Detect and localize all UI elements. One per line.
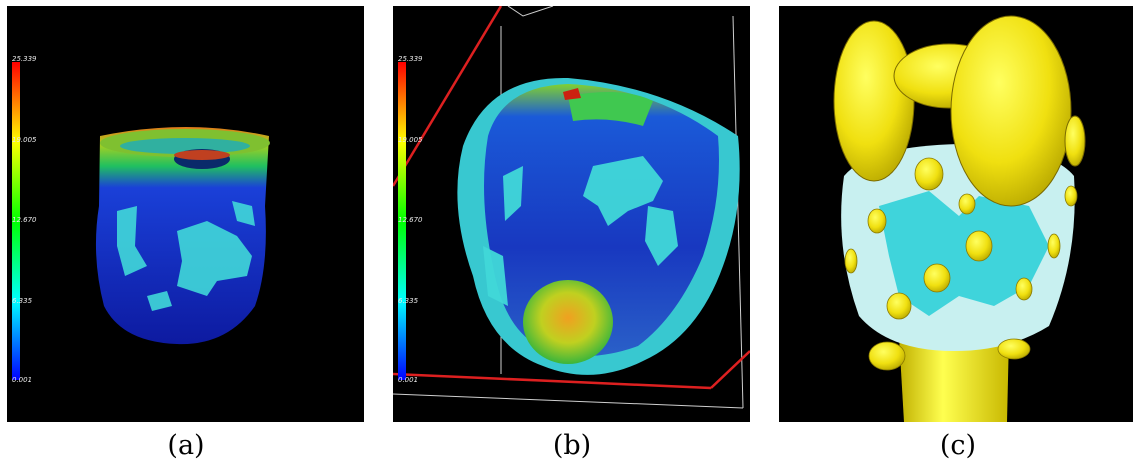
heart-apex — [523, 280, 613, 364]
caption-c: (c) — [939, 430, 977, 461]
panel-b-scene — [393, 6, 750, 409]
panel-a-scene — [12, 62, 270, 380]
colorbar — [12, 62, 20, 380]
caption-a: (a) — [167, 430, 205, 461]
bbox-edge-red — [393, 6, 503, 187]
colorbar — [398, 62, 406, 380]
glyph-cylinder — [899, 336, 1009, 422]
colorbar-tick-2: 19.005 — [398, 136, 423, 144]
panel-c-render — [779, 6, 1133, 422]
colorbar-tick-min: 0.001 — [12, 376, 33, 384]
glyph-ellipsoid — [833, 20, 915, 182]
colorbar-tick-min: 0.001 — [398, 376, 419, 384]
colorbar-tick-4: 6.335 — [12, 297, 33, 305]
panel-a-render: 25.339 19.005 12.670 6.335 0.001 — [7, 6, 364, 422]
colorbar-tick-3: 12.670 — [398, 216, 423, 224]
colorbar-tick-max: 25.339 — [12, 55, 37, 63]
colorbar-tick-2: 19.005 — [12, 136, 37, 144]
colorbar-tick-3: 12.670 — [12, 216, 37, 224]
colorbar-tick-max: 25.339 — [398, 55, 423, 63]
caption-b: (b) — [552, 430, 592, 461]
colorbar-tick-4: 6.335 — [398, 297, 419, 305]
panel-c-scene — [833, 15, 1086, 422]
glyph-ellipsoid-large — [950, 15, 1072, 207]
panel-b-render: 25.339 19.005 12.670 6.335 0.001 — [393, 6, 750, 422]
